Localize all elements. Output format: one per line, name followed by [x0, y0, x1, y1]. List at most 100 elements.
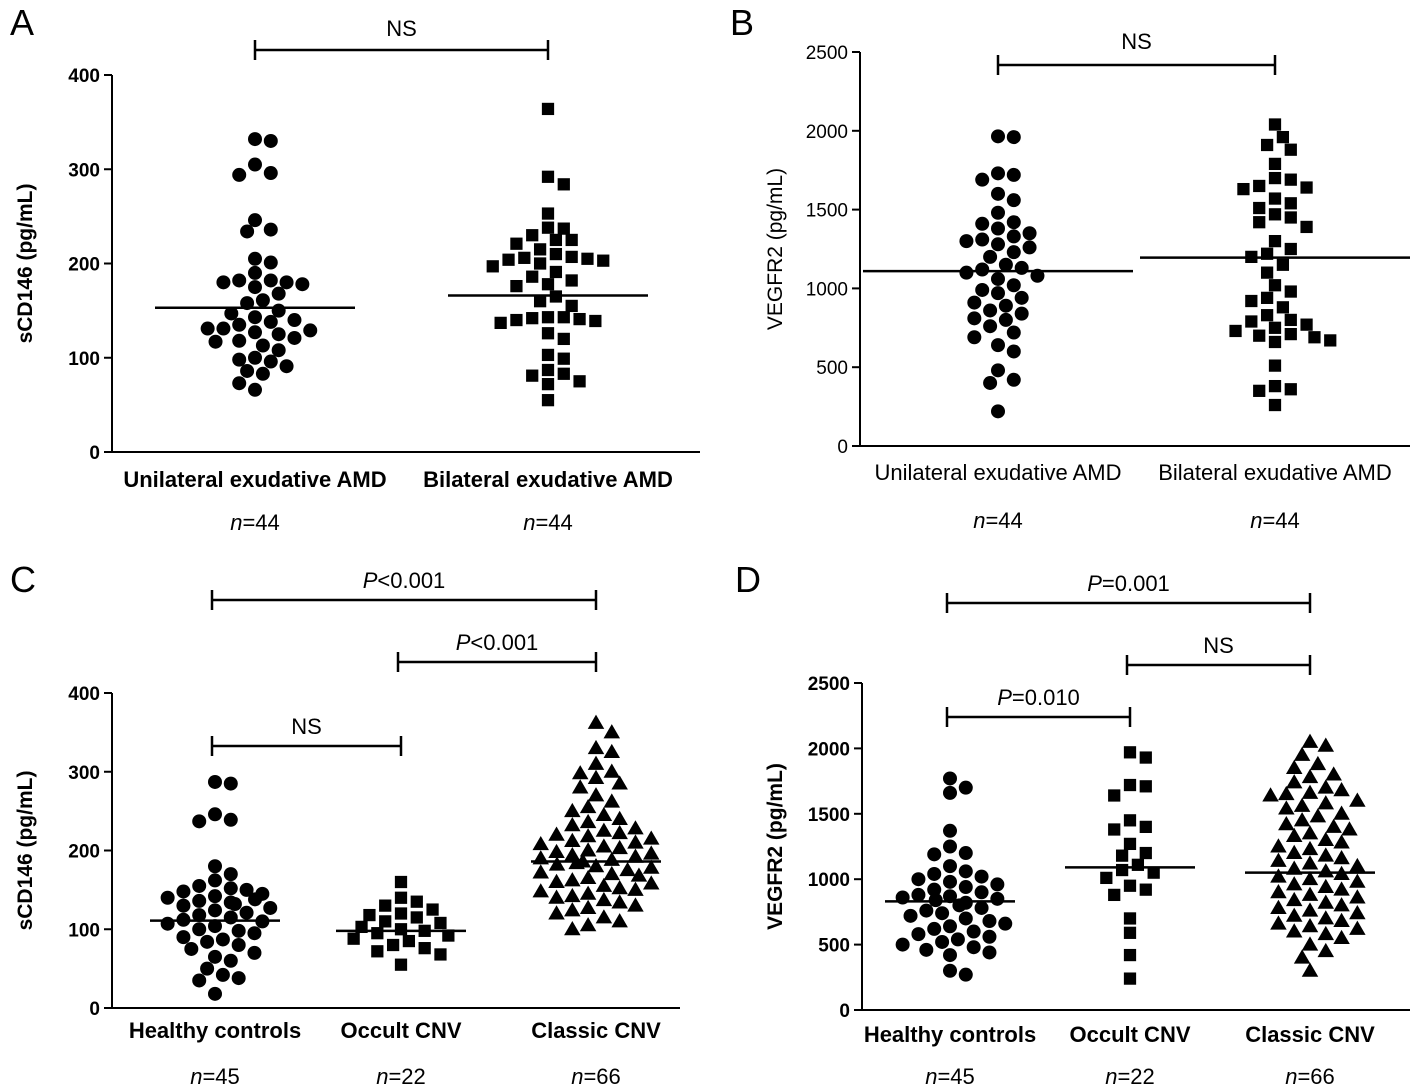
data-point: [627, 897, 643, 911]
data-point: [572, 765, 588, 779]
data-point: [248, 310, 262, 324]
data-point: [1269, 279, 1281, 291]
data-point: [1015, 261, 1029, 275]
data-point: [272, 327, 286, 341]
data-point: [272, 343, 286, 357]
data-point: [911, 872, 925, 886]
data-point: [232, 318, 246, 332]
data-point: [395, 923, 407, 935]
data-point: [558, 368, 570, 380]
data-point: [1261, 309, 1273, 321]
data-point: [533, 883, 549, 897]
data-point: [264, 355, 278, 369]
data-point: [176, 884, 190, 898]
data-point: [1023, 240, 1037, 254]
data-point: [1269, 235, 1281, 247]
data-point: [1285, 144, 1297, 156]
data-point: [395, 907, 407, 919]
data-point: [919, 904, 933, 918]
data-point: [572, 779, 588, 793]
data-point: [1302, 785, 1318, 799]
data-point: [1270, 853, 1286, 867]
data-point: [248, 383, 262, 397]
data-point: [982, 930, 996, 944]
data-point: [264, 166, 278, 180]
category-label: Healthy controls: [864, 1022, 1036, 1047]
data-point: [1333, 834, 1349, 848]
y-tick-label: 1000: [808, 870, 850, 891]
data-point: [1325, 819, 1341, 833]
data-point: [1261, 139, 1273, 151]
panel-a: A0100200300400sCD146 (pg/mL)Unilateral e…: [10, 2, 700, 535]
data-point: [232, 924, 246, 938]
data-point: [564, 833, 580, 847]
data-point: [998, 917, 1012, 931]
data-point: [1269, 158, 1281, 170]
data-point: [580, 900, 596, 914]
data-point: [224, 777, 238, 791]
y-tick-label: 300: [68, 160, 100, 181]
data-point: [395, 959, 407, 971]
data-point: [426, 903, 438, 915]
data-point: [1277, 301, 1289, 313]
data-point: [232, 938, 246, 952]
data-point: [200, 962, 214, 976]
data-point: [224, 867, 238, 881]
data-point: [975, 262, 989, 276]
data-point: [280, 275, 294, 289]
data-point: [991, 272, 1005, 286]
data-point: [588, 715, 604, 729]
data-point: [975, 173, 989, 187]
data-point: [542, 364, 554, 376]
data-point: [192, 814, 206, 828]
data-point: [943, 948, 957, 962]
data-point: [943, 919, 957, 933]
data-point: [983, 376, 997, 390]
data-point: [588, 740, 604, 754]
data-point: [1300, 221, 1312, 233]
data-point: [1318, 879, 1334, 893]
data-point: [990, 877, 1004, 891]
data-point: [967, 296, 981, 310]
category-label: Bilateral exudative AMD: [1158, 460, 1392, 485]
data-point: [232, 168, 246, 182]
data-point: [990, 892, 1004, 906]
data-point: [216, 322, 230, 336]
data-point: [580, 917, 596, 931]
series-unilateral-exudative-amd: [863, 129, 1133, 418]
data-point: [596, 838, 612, 852]
data-point: [564, 888, 580, 902]
data-point: [935, 906, 949, 920]
data-point: [558, 178, 570, 190]
panel-letter: A: [10, 2, 34, 43]
data-point: [604, 866, 620, 880]
data-point: [534, 243, 546, 255]
data-point: [1269, 208, 1281, 220]
data-point: [611, 913, 627, 927]
data-point: [542, 311, 554, 323]
data-point: [303, 323, 317, 337]
data-point: [588, 787, 604, 801]
data-point: [1324, 334, 1336, 346]
data-point: [1140, 751, 1152, 763]
data-point: [542, 349, 554, 361]
data-point: [1015, 291, 1029, 305]
data-point: [991, 206, 1005, 220]
data-point: [1253, 385, 1265, 397]
data-point: [232, 273, 246, 287]
data-point: [991, 187, 1005, 201]
data-point: [604, 793, 620, 807]
data-point: [896, 938, 910, 952]
data-point: [596, 823, 612, 837]
data-point: [542, 103, 554, 115]
data-point: [943, 786, 957, 800]
data-point: [1341, 821, 1357, 835]
data-point: [564, 902, 580, 916]
data-point: [1286, 923, 1302, 937]
significance-bracket: NS: [212, 714, 401, 756]
data-point: [550, 234, 562, 246]
data-point: [542, 171, 554, 183]
data-point: [248, 158, 262, 172]
n-label: n=45: [190, 1064, 240, 1089]
data-point: [387, 939, 399, 951]
